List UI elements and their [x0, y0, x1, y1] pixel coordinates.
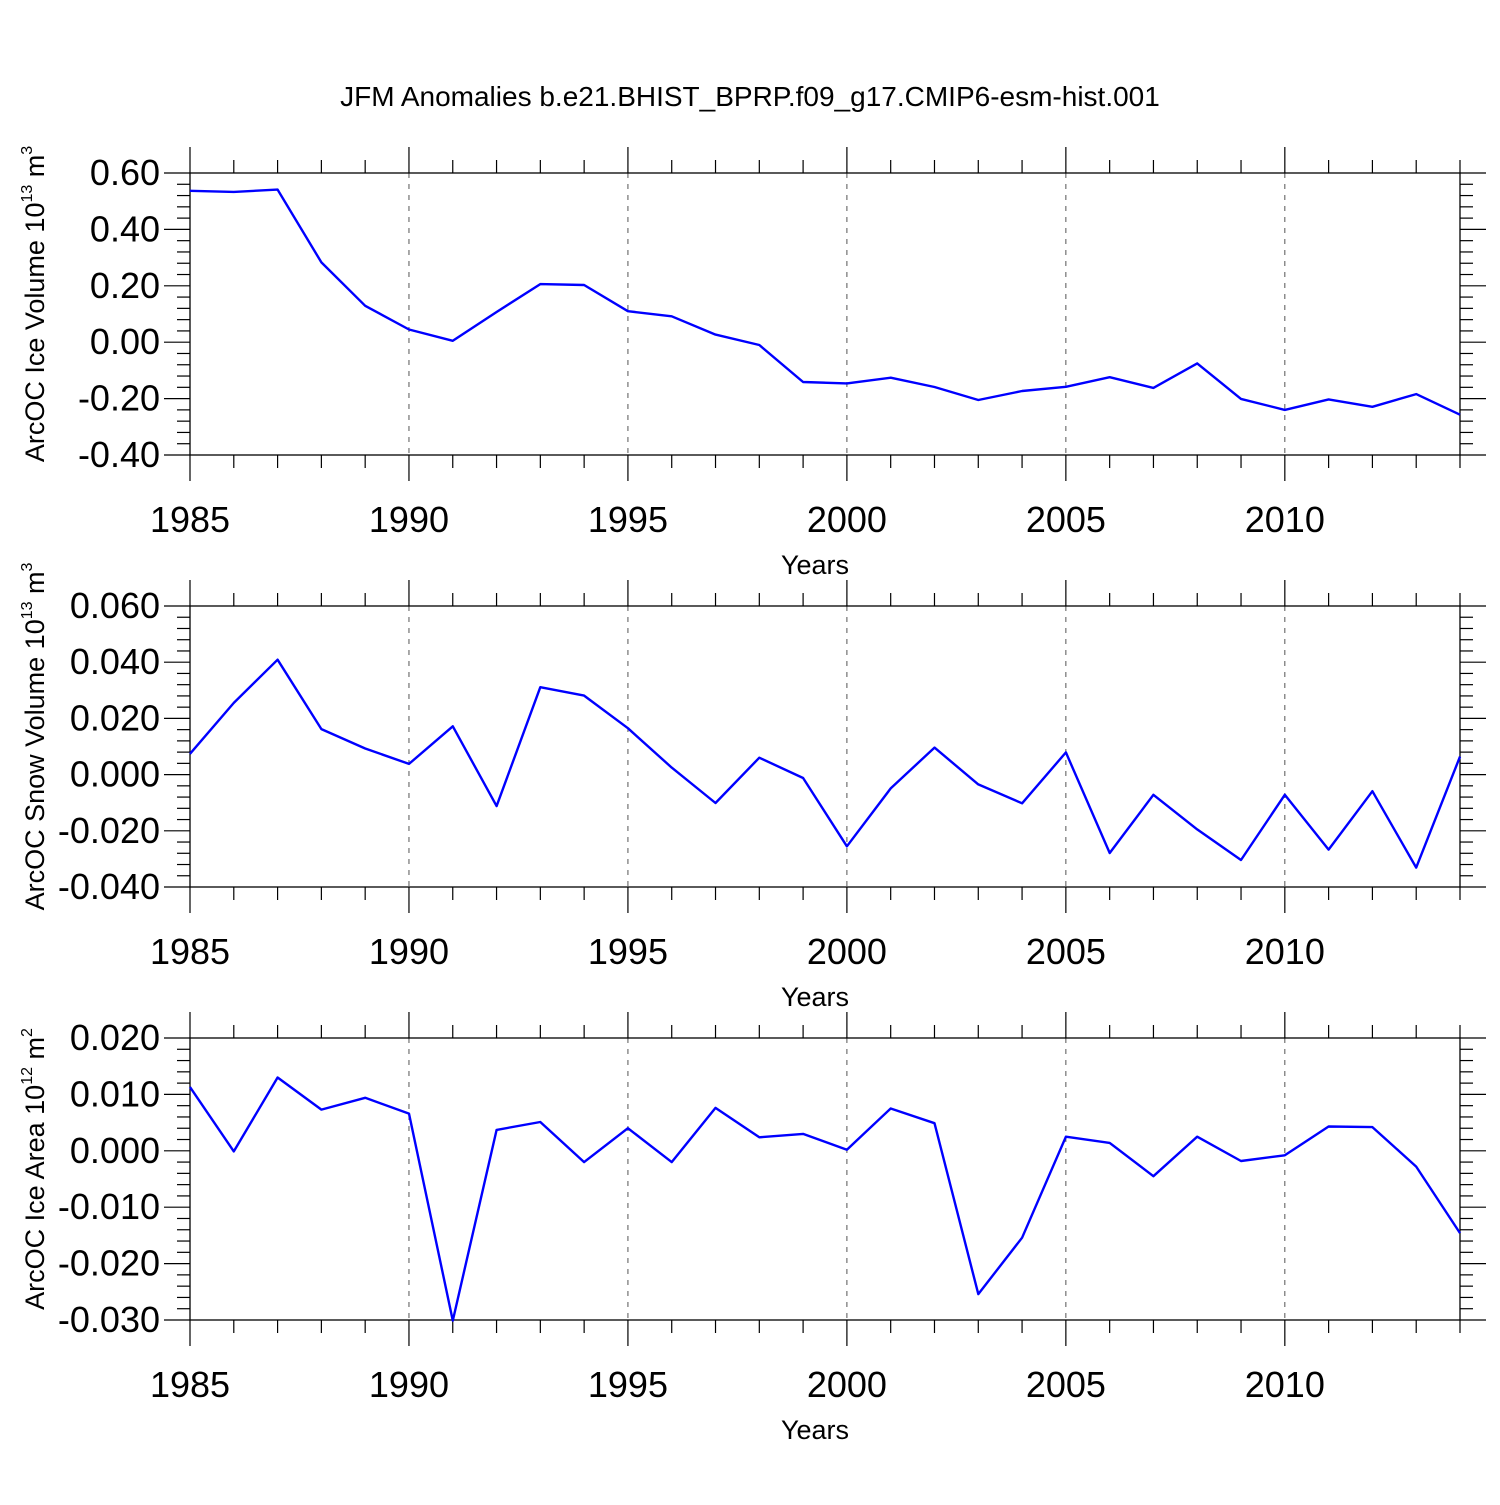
x-tick-label: 1985	[150, 1364, 230, 1405]
x-tick-label: 2000	[807, 931, 887, 972]
x-tick-label: 2005	[1026, 499, 1106, 540]
y-axis-title: ArcOC Snow Volume 1013 m3	[19, 562, 50, 910]
y-tick-label: 0.00	[90, 321, 160, 362]
x-axis-title: Years	[781, 550, 849, 580]
y-axis-title: ArcOC Ice Volume 1013 m3	[19, 146, 50, 462]
y-tick-label: -0.20	[78, 378, 160, 419]
y-axis-title-exponent: 12	[19, 1067, 36, 1085]
series-line-1	[190, 1078, 1460, 1321]
x-tick-label: 2005	[1026, 931, 1106, 972]
x-tick-label: 2000	[807, 1364, 887, 1405]
y-tick-label: 0.40	[90, 208, 160, 249]
y-axis-title-unit: m	[20, 155, 50, 185]
y-axis-title-unit-exponent: 2	[19, 1028, 36, 1037]
chart-panel-2: 0.060 0.040 0.020 0.000 -0.020 -0.040 1985 1990…	[19, 562, 1486, 1012]
y-tick-label: 0.000	[70, 754, 160, 795]
y-tick-label: 0.020	[70, 697, 160, 738]
y-tick-label: 0.000	[70, 1130, 160, 1171]
x-tick-label: 1990	[369, 931, 449, 972]
y-axis-title-text: ArcOC Snow Volume 10	[20, 619, 50, 910]
y-axis-title-exponent: 13	[19, 185, 36, 203]
plot-frame	[190, 606, 1460, 887]
x-tick-label: 1985	[150, 931, 230, 972]
x-tick-label: 2010	[1245, 1364, 1325, 1405]
y-axis-title-unit: m	[20, 1037, 50, 1067]
x-tick-label: 2010	[1245, 499, 1325, 540]
y-axis-title-text: ArcOC Ice Area 10	[20, 1085, 50, 1310]
plot-frame	[190, 1038, 1460, 1320]
x-tick-label: 1995	[588, 1364, 668, 1405]
y-tick-label: 0.010	[70, 1073, 160, 1114]
y-axis-title-text: ArcOC Ice Volume 10	[20, 203, 50, 463]
x-tick-label: 2000	[807, 499, 887, 540]
x-tick-label: 1995	[588, 499, 668, 540]
y-tick-label: -0.010	[58, 1186, 160, 1227]
chart-panel-1: 0.60 0.40 0.20 0.00 -0.20 -0.40 1985 1990 1995 20…	[19, 146, 1486, 580]
y-axis-title-exponent: 13	[19, 601, 36, 619]
x-tick-label: 2010	[1245, 931, 1325, 972]
y-axis-title-unit-exponent: 3	[19, 562, 36, 571]
y-axis-title-unit: m	[20, 571, 50, 601]
x-tick-label: 2005	[1026, 1364, 1106, 1405]
y-axis-title: ArcOC Ice Area 1012 m2	[19, 1028, 50, 1310]
x-axis-title: Years	[781, 982, 849, 1012]
y-axis-title-unit-exponent: 3	[19, 146, 36, 155]
x-tick-label: 1995	[588, 931, 668, 972]
y-tick-label: -0.40	[78, 434, 160, 475]
y-tick-label: -0.030	[58, 1299, 160, 1340]
y-tick-label: -0.040	[58, 866, 160, 907]
x-axis-title: Years	[781, 1415, 849, 1445]
y-tick-label: 0.60	[90, 152, 160, 193]
chart-title: JFM Anomalies b.e21.BHIST_BPRP.f09_g17.C…	[340, 81, 1160, 112]
y-tick-label: 0.020	[70, 1017, 160, 1058]
y-tick-label: -0.020	[58, 1243, 160, 1284]
chart-panel-3: 0.020 0.010 0.000 -0.010 -0.020 -0.030 1985 199…	[19, 1012, 1486, 1445]
y-tick-label: 0.060	[70, 585, 160, 626]
x-tick-label: 1985	[150, 499, 230, 540]
series-line-1	[190, 660, 1460, 868]
x-tick-label: 1990	[369, 499, 449, 540]
y-tick-label: -0.020	[58, 810, 160, 851]
x-tick-label: 1990	[369, 1364, 449, 1405]
y-tick-label: 0.20	[90, 265, 160, 306]
y-tick-label: 0.040	[70, 641, 160, 682]
series-line-1	[190, 190, 1460, 415]
